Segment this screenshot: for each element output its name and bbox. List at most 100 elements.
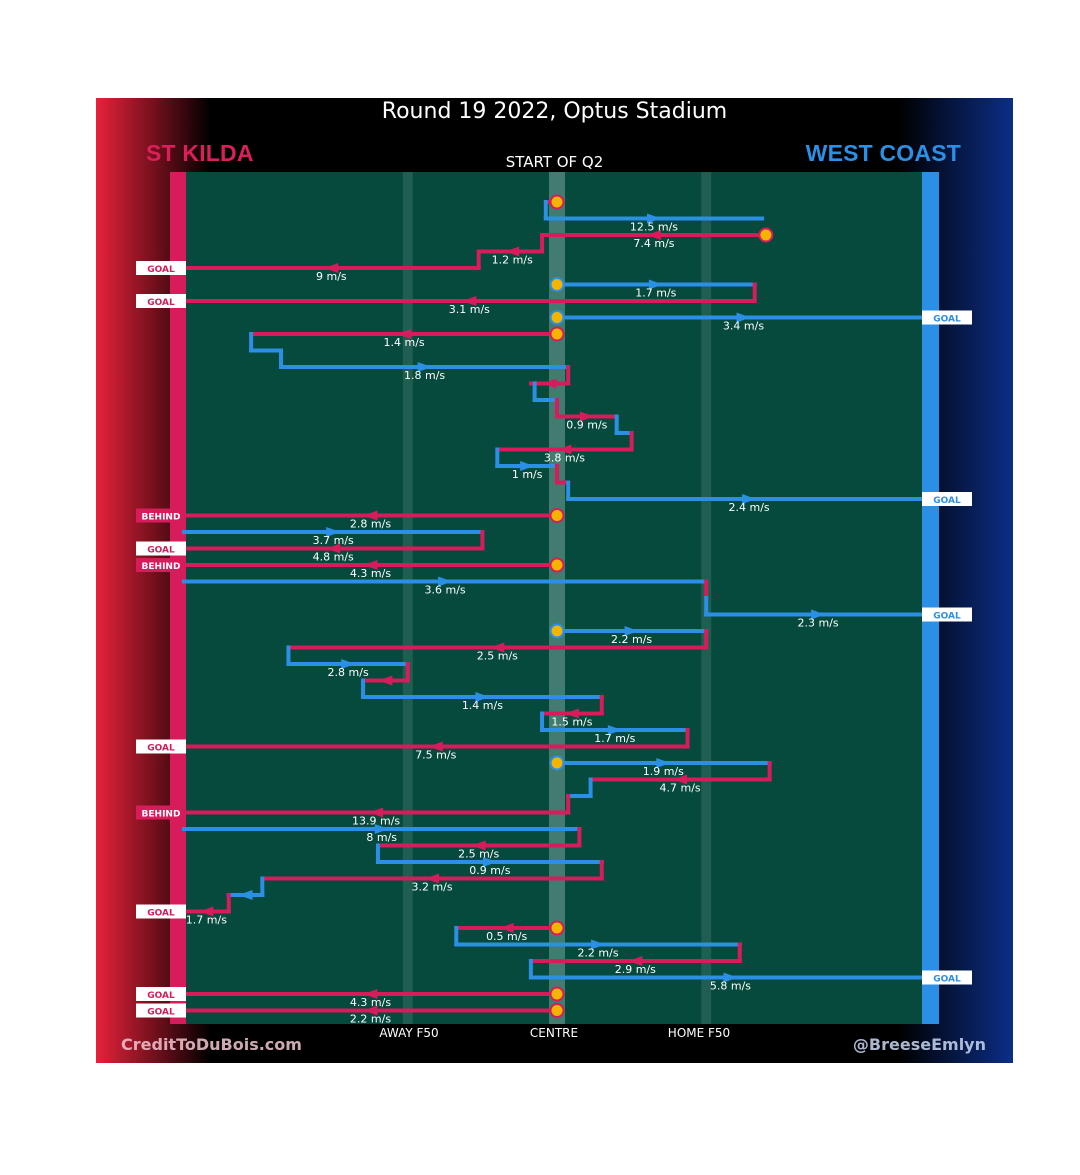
result-badge-bg-c3-s0 xyxy=(922,310,972,325)
speed-label-c9-s6: 1.7 m/s xyxy=(594,732,635,745)
result-badge-text-c3-s0: GOAL xyxy=(933,315,961,325)
direction-arrow-c4-s8 xyxy=(520,461,535,471)
speed-label-c4-s2: 1.8 m/s xyxy=(404,369,445,382)
result-badge-bg-c2-s1 xyxy=(136,294,186,308)
direction-arrow-c11-s2 xyxy=(482,857,497,867)
direction-arrow-c9-s7 xyxy=(428,741,443,752)
lane-label-home-f50: HOME F50 xyxy=(667,1026,731,1040)
speed-label-c3-s0: 3.4 m/s xyxy=(723,320,764,333)
speed-label-c11-s5: 1.7 m/s xyxy=(186,914,227,927)
result-badge-c10-s3: BEHIND xyxy=(136,805,186,820)
result-badge-c12-s3: GOAL xyxy=(922,970,972,985)
result-badge-c9-s7: GOAL xyxy=(136,739,186,754)
stoppage-marker-c1-s0 xyxy=(758,227,774,243)
stoppage-marker-c4-s0 xyxy=(549,326,565,342)
away-goal-line xyxy=(922,172,939,1024)
result-badge-c8-s2: GOAL xyxy=(922,607,972,622)
result-badge-bg-c11-s5 xyxy=(136,904,186,919)
chart-title: Round 19 2022, Optus Stadium xyxy=(381,99,728,124)
direction-arrow-c9-s4 xyxy=(475,692,490,702)
result-badge-c7-s0: BEHIND xyxy=(136,558,186,572)
away-team-name: WEST COAST xyxy=(805,140,961,166)
result-badge-bg-c13-s0 xyxy=(136,987,186,1001)
stoppage-marker-c13-s0 xyxy=(549,986,565,1002)
speed-label-c14-s0: 2.2 m/s xyxy=(350,1013,391,1026)
result-badge-text-c7-s0: BEHIND xyxy=(142,562,181,572)
speed-label-c9-s7: 7.5 m/s xyxy=(415,749,456,762)
speed-label-c9-s1: 2.5 m/s xyxy=(477,650,518,663)
speed-label-c1-s2: 9 m/s xyxy=(316,270,347,283)
direction-arrow-c14-s0 xyxy=(363,1005,378,1016)
result-badge-text-c1-s2: GOAL xyxy=(147,265,175,275)
result-badge-c3-s0: GOAL xyxy=(922,310,972,325)
chart-subtitle: START OF Q2 xyxy=(505,153,604,171)
direction-arrow-c12-s0 xyxy=(499,923,514,933)
chart-svg: 12.5 m/s 7.4 m/s 1.2 m/s 9 m/s 1.7 m/s 3.1 m/… xyxy=(96,98,1013,1063)
direction-arrow-c12-s3 xyxy=(723,972,738,983)
speed-label-c10-s0: 1.9 m/s xyxy=(643,765,684,778)
direction-arrow-c9-s1 xyxy=(490,642,505,653)
speed-label-c9-s0: 2.2 m/s xyxy=(611,633,652,646)
result-badge-c13-s0: GOAL xyxy=(136,987,186,1001)
result-badge-bg-c10-s3 xyxy=(136,805,186,820)
direction-arrow-c1-s2 xyxy=(324,263,339,273)
speed-label-c11-s3: 3.2 m/s xyxy=(411,881,452,894)
result-badge-text-c2-s1: GOAL xyxy=(147,298,175,308)
result-badge-bg-c14-s0 xyxy=(136,1003,186,1018)
direction-arrow-c8-s2 xyxy=(811,609,826,620)
direction-arrow-c9-s0 xyxy=(624,626,639,636)
speed-label-c9-s4: 1.4 m/s xyxy=(462,699,503,712)
speed-label-c4-s8: 1 m/s xyxy=(512,468,543,481)
direction-arrow-c4-s0 xyxy=(397,329,412,339)
direction-arrow-c10-s1 xyxy=(673,774,688,785)
speed-label-c12-s2: 2.9 m/s xyxy=(615,963,656,976)
speed-label-c11-s2: 0.9 m/s xyxy=(469,864,510,877)
direction-arrow-c2-s1 xyxy=(462,296,477,306)
result-badge-bg-c9-s7 xyxy=(136,739,186,754)
speed-label-c8-s2: 2.3 m/s xyxy=(798,617,839,630)
speed-label-c9-s2: 2.8 m/s xyxy=(328,666,369,679)
result-badge-text-c12-s3: GOAL xyxy=(933,975,961,985)
speed-label-c1-s1: 1.2 m/s xyxy=(492,254,533,267)
direction-arrow-c9-s5 xyxy=(564,708,579,719)
direction-arrow-c2-s0 xyxy=(648,279,663,290)
result-badge-c14-s0: GOAL xyxy=(136,1003,186,1018)
lane-band-0 xyxy=(402,172,413,1024)
direction-arrow-c9-s2 xyxy=(341,659,356,669)
direction-arrow-c11-s3 xyxy=(425,873,440,884)
lane-label-centre: CENTRE xyxy=(529,1026,579,1040)
stoppage-marker-c7-s0 xyxy=(549,557,565,573)
direction-arrow-c4-s3 xyxy=(542,378,557,389)
speed-label-c6-s0: 3.7 m/s xyxy=(313,534,354,547)
result-badge-text-c13-s0: GOAL xyxy=(147,991,175,1001)
stoppage-marker-c5-s0 xyxy=(549,508,565,523)
result-badge-bg-c8-s2 xyxy=(922,607,972,622)
result-badge-c2-s1: GOAL xyxy=(136,294,186,308)
result-badge-text-c5-s0: BEHIND xyxy=(142,513,181,523)
speed-label-c2-s1: 3.1 m/s xyxy=(449,303,490,316)
speed-label-c0-s1: 12.5 m/s xyxy=(630,221,678,234)
direction-arrow-c6-s1 xyxy=(326,543,341,554)
stoppage-marker-c10-s0 xyxy=(549,755,565,771)
direction-arrow-c6-s0 xyxy=(326,527,341,537)
home-team-name: ST KILDA xyxy=(146,140,254,166)
result-badge-bg-c12-s3 xyxy=(922,970,972,985)
direction-arrow-c4-s2 xyxy=(417,362,432,372)
result-badge-c4-s10: GOAL xyxy=(922,492,972,506)
direction-arrow-c12-s2 xyxy=(628,956,643,966)
result-badge-c1-s2: GOAL xyxy=(136,261,186,275)
direction-arrow-c12-s1 xyxy=(591,939,606,950)
speed-label-c5-s0: 2.8 m/s xyxy=(350,518,391,531)
result-badge-bg-c4-s10 xyxy=(922,492,972,506)
stoppage-marker-c3-s0 xyxy=(549,310,565,325)
stoppage-marker-c9-s0 xyxy=(549,623,565,639)
direction-arrow-c11-s4 xyxy=(238,890,253,900)
direction-arrow-c10-s3 xyxy=(369,807,384,818)
stoppage-marker-c12-s0 xyxy=(549,920,565,936)
result-badge-text-c14-s0: GOAL xyxy=(147,1008,175,1018)
speed-label-c9-s5: 1.5 m/s xyxy=(551,716,592,729)
speed-label-c4-s5: 0.9 m/s xyxy=(566,419,607,432)
speed-label-c6-s1: 4.8 m/s xyxy=(313,551,354,564)
result-badge-bg-c1-s2 xyxy=(136,261,186,275)
speed-label-c11-s0: 8 m/s xyxy=(366,831,397,844)
